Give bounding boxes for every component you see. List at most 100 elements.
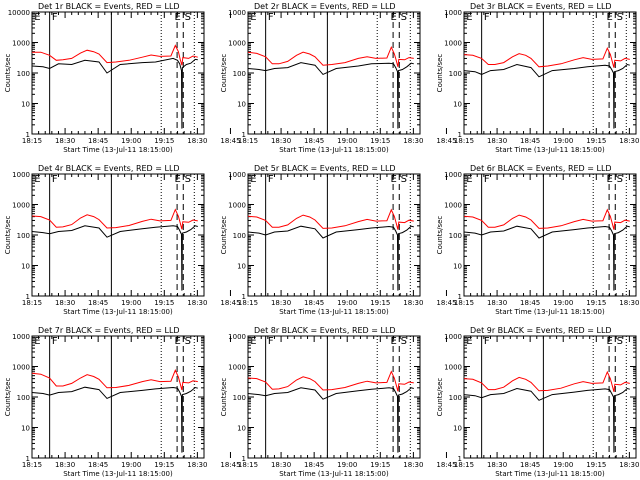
marker-label: E: [34, 336, 40, 347]
x-tick-label: 18:30: [487, 461, 507, 469]
series-lld-line: [32, 44, 198, 66]
x-tick-label: 19:00: [121, 137, 141, 145]
x-tick-label: 19:15: [586, 461, 606, 469]
x-tick-label: 19:15: [154, 299, 174, 307]
y-tick-label: 1000: [228, 333, 246, 341]
y-tick-label: 100: [17, 394, 30, 402]
x-tick-label: 18:15: [238, 137, 258, 145]
y-axis-label: Counts/sec: [220, 216, 228, 255]
y-tick-label: 1000: [228, 9, 246, 17]
y-tick-label: 1: [242, 293, 246, 301]
panel-det-4: Det 4r BLACK = Events, RED = LLD 1 10 100 10…: [4, 164, 241, 316]
panel-det-9: Det 9r BLACK = Events, RED = LLD 1 10 100 10…: [436, 326, 639, 478]
marker-label: E: [390, 336, 396, 347]
x-tick-label: 19:15: [154, 461, 174, 469]
x-tick-label: 18:15: [22, 461, 42, 469]
x-tick-label: 19:00: [337, 299, 357, 307]
y-tick-label: 10: [453, 263, 462, 271]
y-tick-label: 100: [449, 70, 462, 78]
y-tick-label: 100: [233, 70, 246, 78]
y-axis-label: Counts/sec: [220, 54, 228, 93]
plot-frame: [247, 11, 421, 135]
y-tick-label: 1: [458, 455, 462, 463]
marker-label: E: [250, 174, 256, 185]
y-axis-label: Counts/sec: [4, 216, 12, 255]
y-tick-label: 1: [26, 131, 30, 139]
marker-label: E: [606, 336, 612, 347]
x-tick-label: 18:45: [304, 137, 324, 145]
plot-frame: [31, 11, 205, 135]
x-axis-label: Start Time (13-Jul-11 18:15:00): [63, 146, 173, 154]
x-tick-label: 19:00: [337, 137, 357, 145]
marker-label: E: [250, 336, 256, 347]
panel-title: Det 2r BLACK = Events, RED = LLD: [254, 2, 396, 11]
y-tick-label: 1000: [444, 9, 462, 17]
x-tick-label: 18:45: [520, 299, 540, 307]
y-tick-label: 1: [26, 293, 30, 301]
y-tick-label: 1000: [12, 333, 30, 341]
marker-label: E: [174, 174, 180, 185]
panel-title: Det 6r BLACK = Events, RED = LLD: [470, 164, 612, 173]
series-lld-line: [247, 370, 414, 392]
y-axis-label: Counts/sec: [220, 378, 228, 417]
x-tick-label: 19:15: [370, 299, 390, 307]
x-tick-label: 18:30: [187, 299, 207, 307]
y-tick-label: 100: [17, 232, 30, 240]
x-tick-label: 18:15: [454, 299, 474, 307]
x-tick-label: 18:30: [403, 461, 423, 469]
series-events-line: [247, 225, 414, 291]
series-lld-line: [463, 46, 630, 68]
y-tick-label: 1: [26, 455, 30, 463]
plot-frame: [31, 335, 205, 459]
x-tick-label: 18:45: [520, 137, 540, 145]
marker-label: E: [34, 12, 40, 23]
plot-frame: [31, 173, 205, 297]
series-lld-line: [463, 208, 630, 230]
marker-label: E: [174, 336, 180, 347]
series-events-line: [463, 225, 630, 291]
y-tick-label: 10: [21, 101, 30, 109]
x-tick-label: 18:30: [55, 299, 75, 307]
x-tick-label: 18:15: [454, 461, 474, 469]
y-tick-label: 1000: [444, 202, 462, 210]
x-tick-label: 19:00: [553, 299, 573, 307]
y-tick-label: 10000: [8, 9, 30, 17]
x-tick-label: 18:30: [55, 137, 75, 145]
series-events-line: [463, 387, 630, 453]
y-tick-label: 100: [17, 70, 30, 78]
plot-frame: [247, 173, 421, 297]
y-tick-label: 10: [237, 263, 246, 271]
y-tick-label: 1: [242, 455, 246, 463]
x-tick-label: 18:30: [403, 137, 423, 145]
x-tick-label: 18:45: [436, 137, 456, 145]
x-tick-label: 18:15: [238, 299, 258, 307]
panel-title: Det 8r BLACK = Events, RED = LLD: [254, 326, 396, 335]
y-tick-label: 100: [233, 232, 246, 240]
panel-title: Det 1r BLACK = Events, RED = LLD: [38, 2, 180, 11]
panel-det-5: Det 5r BLACK = Events, RED = LLD 1 10 100 10…: [220, 164, 457, 316]
marker-label: F: [52, 174, 58, 185]
x-tick-label: 18:30: [487, 137, 507, 145]
marker-label: S: [617, 336, 623, 347]
x-axis-label: Start Time (13-Jul-11 18:15:00): [279, 308, 389, 316]
panel-title: Det 9r BLACK = Events, RED = LLD: [470, 326, 612, 335]
x-tick-label: 18:30: [403, 299, 423, 307]
x-tick-label: 19:00: [553, 137, 573, 145]
x-axis-label: Start Time (13-Jul-11 18:15:00): [279, 470, 389, 478]
marker-label: S: [185, 174, 191, 185]
x-tick-label: 18:45: [220, 137, 240, 145]
y-axis-label: Counts/sec: [436, 54, 444, 93]
x-tick-label: 18:30: [271, 299, 291, 307]
x-tick-label: 18:15: [22, 137, 42, 145]
x-tick-label: 19:15: [370, 461, 390, 469]
y-tick-label: 1000: [12, 171, 30, 179]
x-tick-label: 18:30: [55, 461, 75, 469]
x-tick-label: 18:15: [238, 461, 258, 469]
panel-title: Det 5r BLACK = Events, RED = LLD: [254, 164, 396, 173]
marker-label: E: [390, 174, 396, 185]
marker-label: E: [390, 12, 396, 23]
marker-label: E: [466, 12, 472, 23]
x-axis-label: Start Time (13-Jul-11 18:15:00): [495, 308, 605, 316]
series-events-line: [247, 387, 414, 453]
marker-label: S: [401, 12, 407, 23]
